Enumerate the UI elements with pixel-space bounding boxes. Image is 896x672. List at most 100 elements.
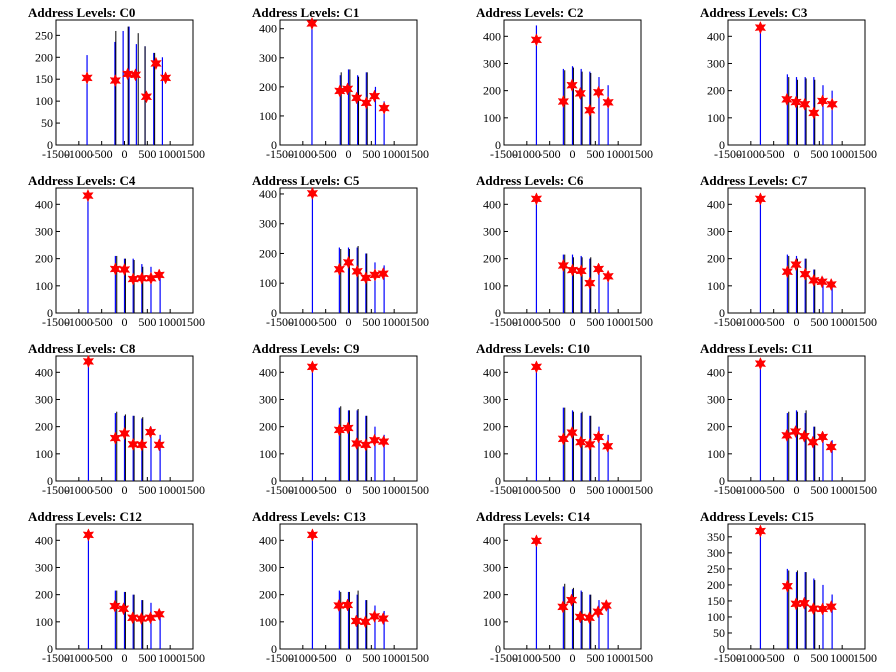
peak-marker-star [127, 272, 139, 286]
y-tick-label: 200 [259, 80, 277, 94]
peak-marker-star [118, 426, 131, 441]
peak-marker-star [333, 262, 346, 276]
x-tick-label: -1500 [714, 651, 742, 665]
x-tick-label: 1000 [606, 651, 630, 665]
peak-marker-star [592, 605, 604, 619]
peak-marker-star [798, 97, 811, 111]
y-tick-label: 250 [35, 28, 53, 42]
x-tick-label: 500 [586, 483, 604, 497]
y-tick-label: 200 [483, 84, 501, 98]
x-tick-label: -1500 [714, 483, 742, 497]
peak-marker-star [153, 268, 165, 282]
peak-marker-star [153, 607, 165, 621]
x-tick-label: -1500 [42, 651, 70, 665]
x-tick-label: 1000 [158, 483, 182, 497]
x-tick-label: -1000 [65, 147, 93, 161]
y-tick-label: 300 [707, 546, 725, 560]
peak-marker-star [790, 258, 802, 272]
peak-marker-star [126, 611, 139, 625]
panel-c2: Address Levels: C2 0 100 200 300 400 -1500-100… [476, 5, 653, 161]
x-tick-label: 500 [810, 315, 828, 329]
y-tick-label: 0 [719, 138, 725, 152]
peak-marker-star [378, 101, 390, 115]
peak-marker-star [150, 56, 162, 71]
y-tick-label: 400 [259, 22, 277, 36]
y-tick-label: 300 [707, 392, 725, 406]
peak-marker-star [798, 429, 810, 443]
panel-title: Address Levels: C0 [28, 5, 135, 20]
peak-marker-star [109, 599, 121, 613]
panel-title: Address Levels: C11 [700, 341, 813, 356]
y-tick-label: 400 [483, 197, 501, 211]
peak-marker-star [790, 95, 802, 109]
x-tick-label: -1500 [714, 147, 742, 161]
peak-marker-star [781, 265, 794, 279]
y-tick-label: 300 [483, 56, 501, 70]
x-tick-label: -500 [91, 651, 113, 665]
y-tick-label: 0 [47, 138, 53, 152]
peak-marker-star [557, 258, 570, 273]
y-tick-label: 0 [47, 642, 53, 656]
peak-marker-star [602, 95, 614, 109]
y-tick-label: 250 [707, 562, 725, 576]
x-tick-label: 500 [362, 651, 380, 665]
x-tick-label: -500 [91, 315, 113, 329]
x-tick-label: -1500 [266, 147, 294, 161]
panel-c8: Address Levels: C8 0 100 200 300 400 -1500-100… [28, 341, 205, 497]
x-tick-label: -500 [91, 483, 113, 497]
x-tick-label: 500 [138, 315, 156, 329]
peak-marker-star [82, 528, 95, 542]
x-tick-label: -1000 [737, 651, 765, 665]
peak-marker-star [789, 424, 802, 439]
y-tick-label: 300 [483, 224, 501, 238]
y-tick-label: 100 [707, 447, 725, 461]
x-tick-label: -1500 [490, 147, 518, 161]
y-tick-label: 0 [271, 474, 277, 488]
y-tick-label: 200 [707, 84, 725, 98]
peak-marker-star [306, 360, 319, 374]
x-tick-label: 1000 [158, 651, 182, 665]
x-tick-label: 1000 [830, 147, 854, 161]
peak-marker-star [583, 611, 596, 625]
y-tick-label: 300 [259, 560, 277, 574]
peak-marker-star [825, 600, 837, 614]
panel-title: Address Levels: C15 [700, 509, 814, 524]
peak-marker-star [82, 354, 95, 369]
panel-title: Address Levels: C8 [28, 341, 136, 356]
x-tick-label: -1000 [737, 315, 765, 329]
panel-c9: Address Levels: C9 0 100 200 300 400 -1500-100… [252, 341, 429, 497]
x-tick-label: 0 [794, 315, 800, 329]
peak-marker-star [333, 598, 345, 613]
x-tick-label: 0 [570, 483, 576, 497]
x-tick-label: -500 [763, 483, 785, 497]
x-tick-label: -500 [763, 315, 785, 329]
y-tick-label: 400 [483, 365, 501, 379]
peak-marker-star [592, 430, 605, 444]
x-tick-label: 500 [810, 483, 828, 497]
peak-marker-star [575, 264, 587, 278]
peak-marker-star [781, 92, 793, 106]
peak-marker-star [530, 360, 543, 374]
peak-marker-star [530, 534, 543, 548]
x-tick-label: 0 [570, 147, 576, 161]
y-tick-label: 0 [495, 306, 501, 320]
x-tick-label: 1500 [405, 651, 429, 665]
x-tick-label: 1500 [853, 315, 877, 329]
y-tick-label: 300 [35, 392, 53, 406]
y-tick-label: 0 [271, 306, 277, 320]
x-tick-label: -1500 [490, 483, 518, 497]
y-tick-label: 200 [259, 420, 277, 434]
peak-marker-star [109, 73, 122, 88]
y-tick-label: 300 [707, 56, 725, 70]
x-tick-label: -500 [315, 315, 337, 329]
peak-marker-star [566, 78, 578, 92]
peak-marker-star [153, 438, 165, 452]
panel-title: Address Levels: C4 [28, 173, 136, 188]
x-tick-label: 1000 [158, 315, 182, 329]
x-tick-label: 1000 [830, 651, 854, 665]
x-tick-label: -1000 [737, 147, 765, 161]
y-tick-label: 400 [707, 29, 725, 43]
y-tick-label: 200 [259, 588, 277, 602]
peak-marker-star [807, 435, 819, 449]
peak-marker-star [144, 611, 157, 625]
